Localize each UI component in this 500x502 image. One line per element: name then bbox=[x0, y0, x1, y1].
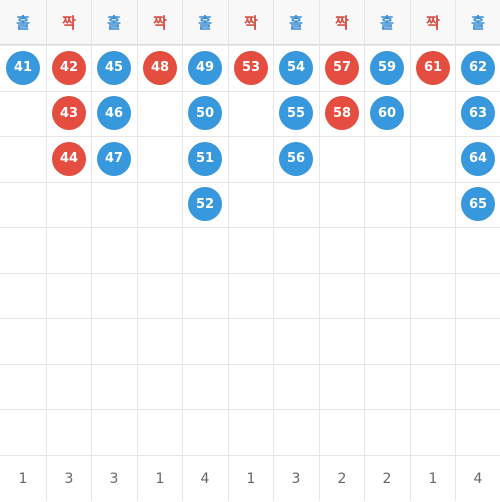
even-number-ball: 48 bbox=[143, 50, 177, 85]
grid-row-line bbox=[0, 181, 500, 183]
even-number-ball: 53 bbox=[234, 50, 268, 85]
odd-number-ball: 47 bbox=[97, 141, 131, 176]
odd-number-ball: 64 bbox=[461, 141, 495, 176]
odd-number-ball: 41 bbox=[6, 50, 40, 85]
column-count: 3 bbox=[109, 470, 119, 487]
grid-row-line bbox=[0, 227, 500, 229]
grid-row-line bbox=[0, 136, 500, 138]
even-number-ball: 61 bbox=[416, 50, 450, 85]
odd-header-label: 홀 bbox=[380, 13, 394, 32]
column-count: 1 bbox=[246, 470, 256, 487]
odd-number-ball: 54 bbox=[279, 50, 313, 85]
column-count: 2 bbox=[337, 470, 347, 487]
grid-row-line bbox=[0, 90, 500, 92]
odd-number-ball: 62 bbox=[461, 50, 495, 85]
odd-number-ball: 60 bbox=[370, 96, 404, 131]
odd-number-ball: 65 bbox=[461, 187, 495, 222]
odd-number-ball: 46 bbox=[97, 96, 131, 131]
grid-column-line bbox=[273, 0, 274, 501]
odd-number-ball: 63 bbox=[461, 96, 495, 131]
column-count: 4 bbox=[473, 470, 483, 487]
result-column: 짝 48 1 bbox=[137, 0, 183, 501]
odd-header-label: 홀 bbox=[289, 13, 303, 32]
odd-number-ball: 56 bbox=[279, 141, 313, 176]
even-number-ball: 58 bbox=[325, 96, 359, 131]
grid-row-line bbox=[0, 454, 500, 456]
grid-column-line bbox=[455, 0, 456, 501]
grid-column-line bbox=[319, 0, 320, 501]
even-number-ball: 57 bbox=[325, 50, 359, 85]
column-count: 2 bbox=[382, 470, 392, 487]
column-count: 1 bbox=[155, 470, 165, 487]
column-header-row bbox=[0, 0, 500, 45]
odd-number-ball: 50 bbox=[188, 96, 222, 131]
result-column: 짝 61 1 bbox=[410, 0, 456, 501]
odd-header-label: 홀 bbox=[16, 13, 30, 32]
grid-column-line bbox=[46, 0, 47, 501]
grid-row-line bbox=[0, 318, 500, 320]
odd-number-ball: 45 bbox=[97, 50, 131, 85]
odd-number-ball: 55 bbox=[279, 96, 313, 131]
result-column: 짝 57 58 2 bbox=[319, 0, 365, 501]
odd-header-label: 홀 bbox=[471, 13, 485, 32]
grid-row-line bbox=[0, 363, 500, 365]
even-header-label: 짝 bbox=[153, 13, 167, 32]
grid-row-line bbox=[0, 409, 500, 411]
grid-column-line bbox=[364, 0, 365, 501]
count-footer-row bbox=[0, 455, 500, 502]
column-count: 3 bbox=[291, 470, 301, 487]
odd-number-ball: 52 bbox=[188, 187, 222, 222]
column-count: 1 bbox=[18, 470, 28, 487]
even-header-label: 짝 bbox=[335, 13, 349, 32]
odd-number-ball: 51 bbox=[188, 141, 222, 176]
column-count: 4 bbox=[200, 470, 210, 487]
even-number-ball: 44 bbox=[52, 141, 86, 176]
grid-row-line bbox=[0, 45, 500, 46]
even-header-label: 짝 bbox=[426, 13, 440, 32]
result-column: 홀 45 46 47 3 bbox=[91, 0, 137, 501]
even-number-ball: 43 bbox=[52, 96, 86, 131]
even-header-label: 짝 bbox=[62, 13, 76, 32]
result-column: 홀 49 50 51 52 4 bbox=[182, 0, 228, 501]
grid-row-line bbox=[0, 272, 500, 274]
column-count: 3 bbox=[64, 470, 74, 487]
odd-header-label: 홀 bbox=[107, 13, 121, 32]
odd-number-ball: 49 bbox=[188, 50, 222, 85]
result-column: 짝 42 43 44 3 bbox=[46, 0, 92, 501]
grid-column-line bbox=[137, 0, 138, 501]
result-column: 홀 41 1 bbox=[0, 0, 46, 501]
grid-column-line bbox=[228, 0, 229, 501]
result-column: 홀 54 55 56 3 bbox=[273, 0, 319, 501]
even-header-label: 짝 bbox=[244, 13, 258, 32]
column-count: 1 bbox=[428, 470, 438, 487]
odd-header-label: 홀 bbox=[198, 13, 212, 32]
grid-column-line bbox=[182, 0, 183, 501]
grid-column-line bbox=[91, 0, 92, 501]
odd-number-ball: 59 bbox=[370, 50, 404, 85]
result-column: 짝 53 1 bbox=[228, 0, 274, 501]
grid-column-line bbox=[410, 0, 411, 501]
result-column: 홀 59 60 2 bbox=[364, 0, 410, 501]
even-number-ball: 42 bbox=[52, 50, 86, 85]
result-column: 홀 62 63 64 65 4 bbox=[455, 0, 500, 501]
